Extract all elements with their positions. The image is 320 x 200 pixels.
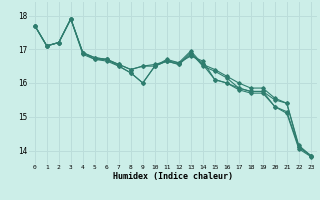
X-axis label: Humidex (Indice chaleur): Humidex (Indice chaleur) [113, 172, 233, 181]
